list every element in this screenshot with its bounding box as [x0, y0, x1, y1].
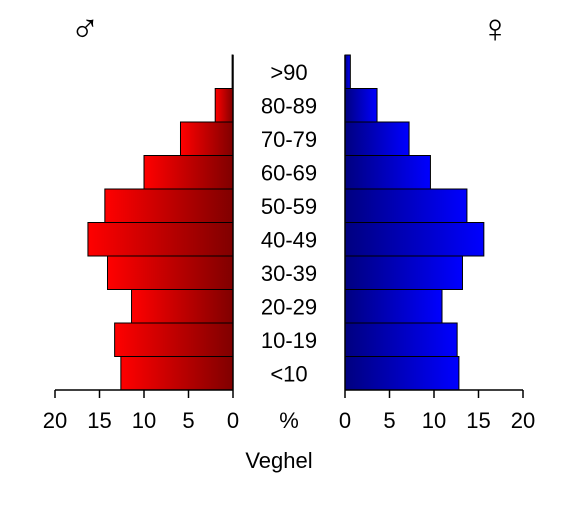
female-axis-tick-label: 5 [383, 408, 395, 433]
male-axis-tick-label: 0 [227, 408, 239, 433]
male-bars [87, 54, 234, 391]
female-bar [344, 54, 351, 89]
female-axis-tick-label: 0 [339, 408, 351, 433]
age-group-label: 20-29 [261, 294, 317, 319]
male-symbol-icon: ♂ [70, 7, 100, 51]
female-axis-tick-label: 15 [466, 408, 490, 433]
age-labels: >90 80-89 70-79 60-69 50-59 40-49 30-39 20-29 10… [261, 60, 317, 387]
percent-unit-label: % [279, 408, 299, 433]
age-group-label: 40-49 [261, 227, 317, 252]
male-bar [87, 222, 234, 257]
male-axis-tick-label: 5 [182, 408, 194, 433]
female-bar [344, 155, 431, 190]
male-axis-tick-label: 20 [43, 408, 67, 433]
age-group-label: <10 [270, 361, 307, 386]
female-bar [344, 222, 485, 257]
female-axis-tick-label: 20 [511, 408, 535, 433]
female-bar [344, 188, 468, 223]
female-bar [344, 322, 458, 357]
female-symbol-icon: ♀ [480, 7, 510, 51]
female-bars [344, 54, 485, 391]
female-bar [344, 255, 463, 290]
male-bar [120, 356, 234, 391]
age-group-label: 80-89 [261, 93, 317, 118]
age-group-label: >90 [270, 60, 307, 85]
male-axis-tick-label: 15 [87, 408, 111, 433]
female-bar [344, 121, 410, 156]
age-group-label: 70-79 [261, 127, 317, 152]
male-x-axis: 20 15 10 5 0 [43, 389, 239, 433]
female-bar [344, 88, 378, 123]
female-bar [344, 289, 443, 324]
female-axis-tick-label: 10 [422, 408, 446, 433]
male-bar [104, 188, 234, 223]
age-group-label: 60-69 [261, 160, 317, 185]
age-group-label: 10-19 [261, 328, 317, 353]
male-bar [131, 289, 234, 324]
female-bar [344, 356, 460, 391]
male-bar [179, 121, 234, 156]
male-bar [143, 155, 234, 190]
male-axis-tick-label: 10 [132, 408, 156, 433]
male-bar [214, 88, 234, 123]
female-x-axis: 0 5 10 15 20 [339, 389, 535, 433]
male-bar [114, 322, 234, 357]
male-bar [107, 255, 234, 290]
age-group-label: 30-39 [261, 261, 317, 286]
chart-title: Veghel [245, 448, 312, 473]
age-group-label: 50-59 [261, 194, 317, 219]
